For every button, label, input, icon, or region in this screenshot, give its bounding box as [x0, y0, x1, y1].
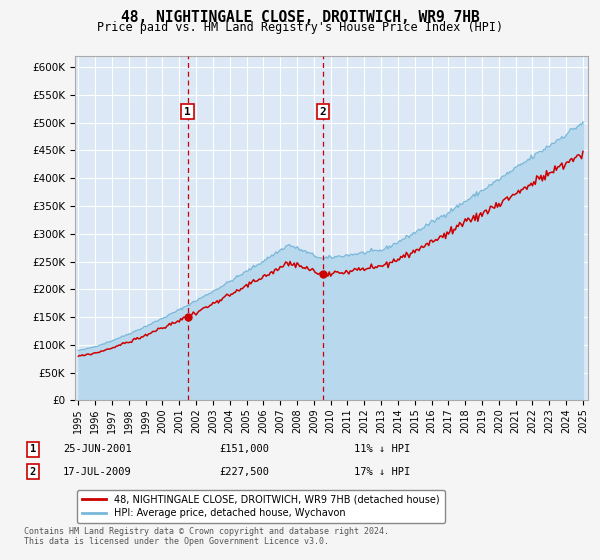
Text: Price paid vs. HM Land Registry's House Price Index (HPI): Price paid vs. HM Land Registry's House …: [97, 21, 503, 34]
Text: 25-JUN-2001: 25-JUN-2001: [63, 444, 132, 454]
Text: 11% ↓ HPI: 11% ↓ HPI: [354, 444, 410, 454]
Text: £151,000: £151,000: [219, 444, 269, 454]
Text: 17% ↓ HPI: 17% ↓ HPI: [354, 466, 410, 477]
Legend: 48, NIGHTINGALE CLOSE, DROITWICH, WR9 7HB (detached house), HPI: Average price, : 48, NIGHTINGALE CLOSE, DROITWICH, WR9 7H…: [77, 489, 445, 523]
Text: 1: 1: [30, 444, 36, 454]
Text: Contains HM Land Registry data © Crown copyright and database right 2024.
This d: Contains HM Land Registry data © Crown c…: [24, 526, 389, 546]
Text: 48, NIGHTINGALE CLOSE, DROITWICH, WR9 7HB: 48, NIGHTINGALE CLOSE, DROITWICH, WR9 7H…: [121, 10, 479, 25]
Text: 17-JUL-2009: 17-JUL-2009: [63, 466, 132, 477]
Text: £227,500: £227,500: [219, 466, 269, 477]
Text: 2: 2: [320, 106, 326, 116]
Text: 1: 1: [184, 106, 191, 116]
Text: 2: 2: [30, 466, 36, 477]
